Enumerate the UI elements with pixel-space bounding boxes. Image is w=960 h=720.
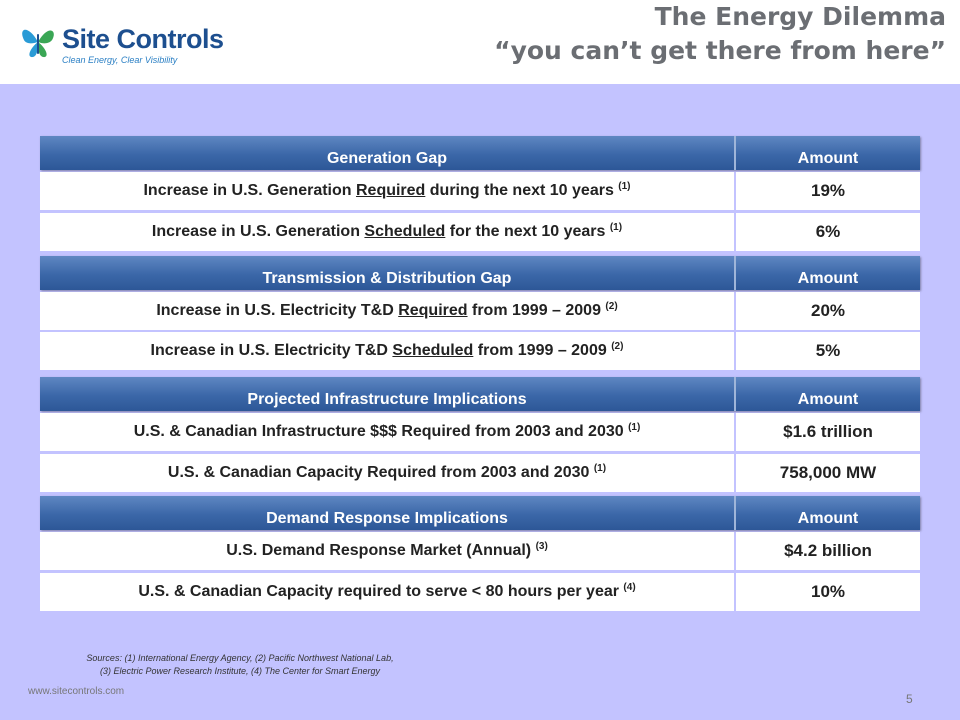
footnote-ref: (2) bbox=[611, 341, 624, 352]
table-header: Projected Infrastructure Implications Am… bbox=[40, 377, 920, 411]
footnote-ref: (1) bbox=[593, 463, 607, 474]
row-value: 6% bbox=[815, 222, 841, 241]
table-heading: Generation Gap bbox=[326, 150, 448, 167]
title-line-2: “you can’t get there from here” bbox=[494, 36, 946, 65]
table-row: U.S. & Canadian Capacity required to ser… bbox=[40, 573, 920, 611]
title-line-1: The Energy Dilemma bbox=[654, 2, 946, 31]
footer-url: www.sitecontrols.com bbox=[28, 686, 125, 697]
table-heading: Demand Response Implications bbox=[266, 510, 508, 527]
table-heading: Projected Infrastructure Implications bbox=[247, 391, 527, 408]
footnote-ref: (1) bbox=[628, 422, 641, 433]
page-number: 5 bbox=[906, 692, 913, 706]
row-value: 20% bbox=[810, 301, 846, 320]
table-row: U.S. Demand Response Market (Annual) (3)… bbox=[40, 532, 920, 570]
table-heading: Transmission & Distribution Gap bbox=[262, 270, 512, 287]
amount-heading: Amount bbox=[797, 270, 859, 287]
row-value: 758,000 MW bbox=[779, 463, 877, 482]
footnote-ref: (4) bbox=[623, 582, 636, 593]
row-value: 5% bbox=[815, 341, 841, 360]
table-row: Increase in U.S. Electricity T&D Schedul… bbox=[40, 332, 920, 370]
sources-note: Sources: (1) International Energy Agency… bbox=[0, 652, 480, 678]
slide-title: The Energy Dilemma “you can’t get there … bbox=[494, 0, 946, 68]
amount-heading: Amount bbox=[797, 510, 859, 527]
sources-line-2: (3) Electric Power Research Institute, (… bbox=[99, 666, 381, 676]
table-row: Increase in U.S. Electricity T&D Require… bbox=[40, 292, 920, 330]
amount-heading: Amount bbox=[797, 150, 859, 167]
table-row: U.S. & Canadian Infrastructure $$$ Requi… bbox=[40, 413, 920, 451]
row-label: Increase in U.S. Generation Required dur… bbox=[143, 181, 631, 200]
row-label: U.S. & Canadian Capacity required to ser… bbox=[138, 582, 636, 601]
table-row: U.S. & Canadian Capacity Required from 2… bbox=[40, 454, 920, 492]
row-label: U.S. & Canadian Capacity Required from 2… bbox=[167, 463, 607, 482]
amount-heading: Amount bbox=[797, 391, 859, 408]
site-controls-logo: Site Controls Clean Energy, Clear Visibi… bbox=[18, 22, 258, 66]
row-label: Increase in U.S. Generation Scheduled fo… bbox=[151, 222, 623, 241]
table-row: Increase in U.S. Generation Required dur… bbox=[40, 172, 920, 210]
row-label: U.S. & Canadian Infrastructure $$$ Requi… bbox=[133, 422, 641, 441]
table-row: Increase in U.S. Generation Scheduled fo… bbox=[40, 213, 920, 251]
footnote-ref: (1) bbox=[618, 181, 631, 192]
row-value: $1.6 trillion bbox=[783, 422, 873, 441]
table-header: Generation Gap Amount bbox=[40, 136, 920, 170]
row-value: 10% bbox=[810, 582, 846, 601]
logo-wordmark: Site Controls bbox=[62, 24, 224, 54]
row-label: U.S. Demand Response Market (Annual) (3) bbox=[226, 541, 548, 560]
table-header: Transmission & Distribution Gap Amount bbox=[40, 256, 920, 290]
row-value: $4.2 billion bbox=[784, 541, 872, 560]
footnote-ref: (2) bbox=[605, 301, 618, 312]
row-label: Increase in U.S. Electricity T&D Schedul… bbox=[150, 341, 624, 360]
slide-header: Site Controls Clean Energy, Clear Visibi… bbox=[0, 0, 960, 84]
table-header: Demand Response Implications Amount bbox=[40, 496, 920, 530]
logo-tagline: Clean Energy, Clear Visibility bbox=[62, 55, 178, 65]
row-label: Increase in U.S. Electricity T&D Require… bbox=[156, 301, 618, 320]
footnote-ref: (1) bbox=[609, 222, 623, 233]
sources-line-1: Sources: (1) International Energy Agency… bbox=[86, 653, 394, 663]
row-value: 19% bbox=[810, 181, 846, 200]
footnote-ref: (3) bbox=[535, 541, 548, 552]
butterfly-icon bbox=[22, 29, 54, 58]
